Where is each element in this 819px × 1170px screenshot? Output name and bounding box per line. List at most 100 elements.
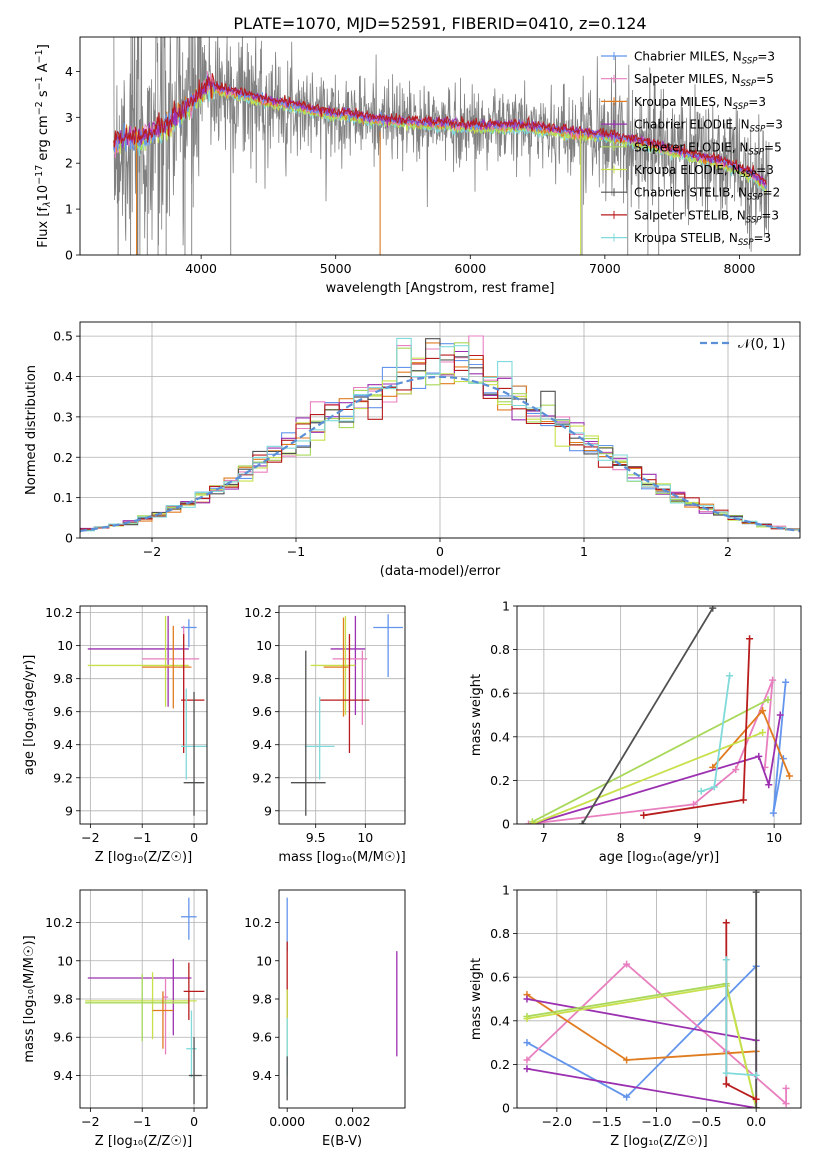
weight-marker-chabrier_miles	[769, 809, 777, 817]
y-tick-label: 1	[502, 599, 510, 614]
x-tick-label: 6000	[454, 261, 486, 276]
panel-mass_vs_z: −2 −1 0 9.4 9.6 9.8 10 10.2 Z [log₁₀(Z/Z☉)] mass …	[22, 889, 208, 1149]
y-tick-label: 9	[264, 803, 272, 818]
y-tick-label: 9.2	[252, 770, 272, 785]
y-tick-label: 10	[57, 953, 73, 968]
weight-marker-chabrier_elodie	[523, 1065, 531, 1073]
y-tick-label: 2	[65, 156, 73, 171]
y-tick-label: 9.4	[53, 1068, 73, 1083]
weight-marker-salpeter_miles	[782, 1084, 790, 1092]
y-tick-label: 0	[65, 531, 73, 546]
y-tick-label: 10.2	[244, 915, 272, 930]
x-tick-label: 9.5	[306, 830, 326, 845]
weight-marker-salpeter_stelib	[640, 811, 648, 819]
weight-line-salpeter_elodie	[531, 698, 769, 823]
y-tick-label: 0.3	[53, 409, 73, 424]
gaussian-curve	[80, 375, 800, 532]
weight-marker-salpeter_miles	[623, 960, 631, 968]
y-tick-label: 9.4	[252, 1068, 272, 1083]
weight-marker-kroupa_elodie	[523, 1015, 531, 1023]
weight-marker-chabrier_miles	[782, 678, 790, 686]
x-tick-label: 1	[580, 544, 588, 559]
panel-age_vs_z: −2 −1 0 9 9.2 9.4 9.6 9.8 10 10.2 Z [log₁₀(Z/Z☉)] a…	[22, 605, 208, 865]
x-axis-label: mass [log₁₀(M/M☉)]	[278, 850, 405, 865]
x-tick-label: −2.0	[542, 1114, 572, 1129]
x-tick-label: 8000	[724, 261, 756, 276]
legend-label: Chabrier ELODIE, NSSP=3	[634, 118, 783, 135]
y-tick-label: 0	[502, 817, 510, 832]
x-axis-label: age [log₁₀(age/yr)]	[599, 850, 720, 865]
weight-marker-kroupa_elodie	[759, 728, 767, 736]
panel-age_vs_mass: 9.5 10 9 9.2 9.4 9.6 9.8 10 10.2 mass [log₁₀(M/M☉…	[244, 605, 406, 865]
y-tick-label: 9	[65, 803, 73, 818]
weight-line-kroupa_elodie	[532, 731, 763, 824]
y-tick-label: 9.8	[252, 992, 272, 1007]
y-tick-label: 0.4	[490, 1013, 510, 1028]
x-axis-label: Z [log₁₀(Z/Z☉)]	[95, 1134, 192, 1149]
x-tick-label: 9	[693, 830, 701, 845]
legend-label: Kroupa STELIB, NSSP=3	[634, 231, 771, 248]
legend-label: Salpeter STELIB, NSSP=3	[634, 208, 779, 225]
weight-marker-chabrier_miles	[523, 1039, 531, 1047]
y-tick-label: 10	[57, 638, 73, 653]
weight-marker-kroupa_elodie	[528, 820, 536, 824]
weight-lines	[525, 606, 793, 824]
weight-marker-salpeter_stelib	[722, 1080, 730, 1088]
x-tick-label: 7000	[589, 261, 621, 276]
weight-marker-kroupa_stelib	[726, 672, 734, 680]
y-axis-label: age [log₁₀(age/yr)]	[22, 655, 37, 776]
legend-label: Salpeter ELODIE, NSSP=5	[634, 140, 782, 157]
x-axis-label: wavelength [Angstrom, rest frame]	[326, 281, 555, 296]
x-tick-label: 10	[766, 830, 782, 845]
weight-marker-kroupa_stelib	[722, 1069, 730, 1077]
y-tick-label: 9.8	[53, 671, 73, 686]
weight-marker-kroupa_stelib	[752, 1071, 760, 1079]
y-tick-label: 0.4	[53, 369, 73, 384]
errorbars	[290, 614, 404, 816]
weight-marker-kroupa_stelib	[722, 956, 730, 964]
weight-marker-salpeter_stelib	[746, 635, 754, 643]
x-tick-label: 5000	[320, 261, 352, 276]
y-tick-label: 1	[65, 202, 73, 217]
model-line-salpeter_stelib	[113, 73, 767, 185]
y-tick-label: 3	[65, 110, 73, 125]
weight-marker-salpeter_miles	[523, 1056, 531, 1064]
y-tick-label: 0	[502, 1101, 510, 1116]
y-tick-label: 10	[256, 953, 272, 968]
panel-mass_vs_ebv: 0.000 0.002 9.4 9.6 9.8 10 10.2 E(B-V)	[244, 889, 406, 1149]
y-axis-label: Normed distribution	[24, 365, 39, 495]
weight-marker-salpeter_stelib	[722, 919, 730, 927]
x-tick-label: 0	[436, 544, 444, 559]
plot-frame	[278, 605, 406, 825]
x-tick-label: −2	[81, 1114, 99, 1129]
weight-marker-chabrier_elodie	[755, 752, 763, 760]
plot-frame	[79, 36, 801, 256]
y-tick-label: 10.2	[45, 915, 73, 930]
plot-frame	[79, 605, 208, 825]
weight-marker-chabrier_stelib	[752, 890, 760, 896]
x-axis-label: E(B-V)	[322, 1134, 362, 1149]
x-tick-label: −2	[143, 544, 161, 559]
y-tick-label: 9.8	[252, 671, 272, 686]
weight-marker-kroupa_miles	[759, 707, 767, 715]
weight-marker-kroupa_stelib	[697, 787, 705, 795]
weight-marker-salpeter_elodie	[764, 696, 772, 704]
x-tick-label: −1.5	[592, 1114, 622, 1129]
x-axis-label: Z [log₁₀(Z/Z☉)]	[610, 1134, 707, 1149]
weight-marker-salpeter_miles	[690, 800, 698, 808]
histograms	[80, 335, 800, 534]
y-tick-label: 9.4	[53, 737, 73, 752]
y-tick-label: 4	[65, 64, 73, 79]
spectrum-legend: Chabrier MILES, NSSP=3 Salpeter MILES, NS…	[601, 50, 783, 248]
y-tick-label: 9.4	[252, 737, 272, 752]
x-axis-label: (data-model)/error	[380, 564, 501, 579]
weight-line-chabrier_stelib	[581, 607, 714, 824]
y-axis-label: mass [log₁₀(M/M☉)]	[22, 935, 37, 1062]
x-axis-label: Z [log₁₀(Z/Z☉)]	[95, 850, 192, 865]
y-tick-label: 10.2	[45, 605, 73, 620]
y-tick-label: 0.6	[490, 970, 510, 985]
x-tick-label: −1.0	[641, 1114, 671, 1129]
x-tick-label: 0	[190, 1114, 198, 1129]
weight-marker-salpeter_miles	[732, 766, 740, 773]
